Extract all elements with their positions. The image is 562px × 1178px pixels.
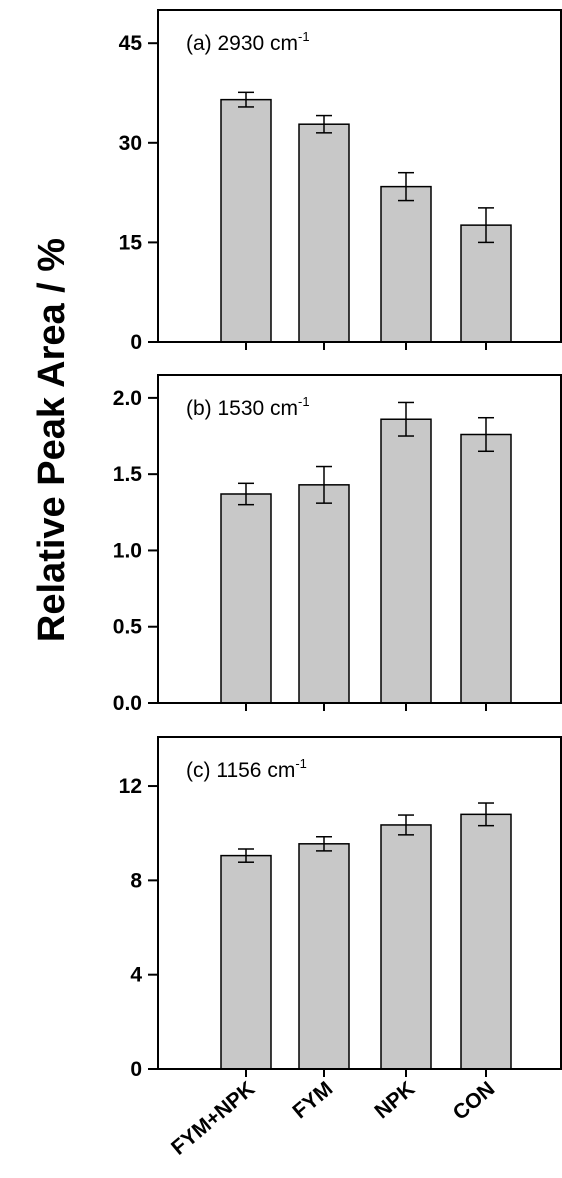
bar-con [460, 813, 512, 1070]
panel-label: (c) 1156 cm-1 [186, 756, 307, 782]
bar-fym-npk [220, 98, 272, 343]
bar-fym-npk [220, 854, 272, 1070]
y-tick-label: 4 [130, 964, 142, 987]
y-tick-label: 2.0 [113, 387, 142, 410]
panel-label-superscript: -1 [295, 756, 307, 771]
bar-con [460, 433, 512, 704]
y-tick-label: 12 [119, 775, 142, 798]
x-category-label: NPK [370, 1077, 419, 1123]
chart-panels: 0 15 30 45 (a) 2930 cm-1 0.0 0.5 1.0 1.5 2.0 (b) 1… [113, 9, 562, 1160]
panel-label-superscript: -1 [298, 29, 310, 44]
y-tick-label: 0.0 [113, 692, 142, 715]
chart-panel-0: 0 15 30 45 (a) 2930 cm-1 [119, 9, 562, 354]
bar-npk [380, 418, 432, 704]
y-tick-label: 30 [119, 132, 142, 155]
x-category-label: CON [449, 1077, 500, 1125]
y-tick-label: 0 [130, 331, 142, 354]
panel-label-superscript: -1 [298, 394, 310, 409]
chart-panel-2: 0 4 8 12 (c) 1156 cm-1 [119, 736, 562, 1081]
chart-panel-1: 0.0 0.5 1.0 1.5 2.0 (b) 1530 cm-1 [113, 374, 562, 715]
bar-fym [298, 123, 350, 343]
bar-fym [298, 484, 350, 704]
y-tick-label: 0 [130, 1058, 142, 1081]
x-category-label: FYM+NPK [167, 1077, 259, 1160]
y-tick-label: 1.5 [113, 463, 143, 486]
bar-fym [298, 843, 350, 1070]
plot-frame [157, 736, 562, 1070]
bar-npk [380, 824, 432, 1070]
x-category-label: FYM [288, 1077, 337, 1123]
plot-frame [157, 9, 562, 343]
panel-label: (b) 1530 cm-1 [186, 394, 310, 420]
plot-frame [157, 374, 562, 704]
y-tick-label: 0.5 [113, 616, 143, 639]
y-tick-label: 45 [119, 32, 143, 55]
panel-label: (a) 2930 cm-1 [186, 29, 310, 55]
bar-fym-npk [220, 493, 272, 704]
bar-npk [380, 185, 432, 343]
y-tick-label: 1.0 [113, 539, 142, 562]
y-tick-label: 15 [119, 231, 143, 254]
y-axis-title: Relative Peak Area / % [31, 238, 73, 642]
y-tick-label: 8 [130, 869, 142, 892]
bar-con [460, 224, 512, 343]
